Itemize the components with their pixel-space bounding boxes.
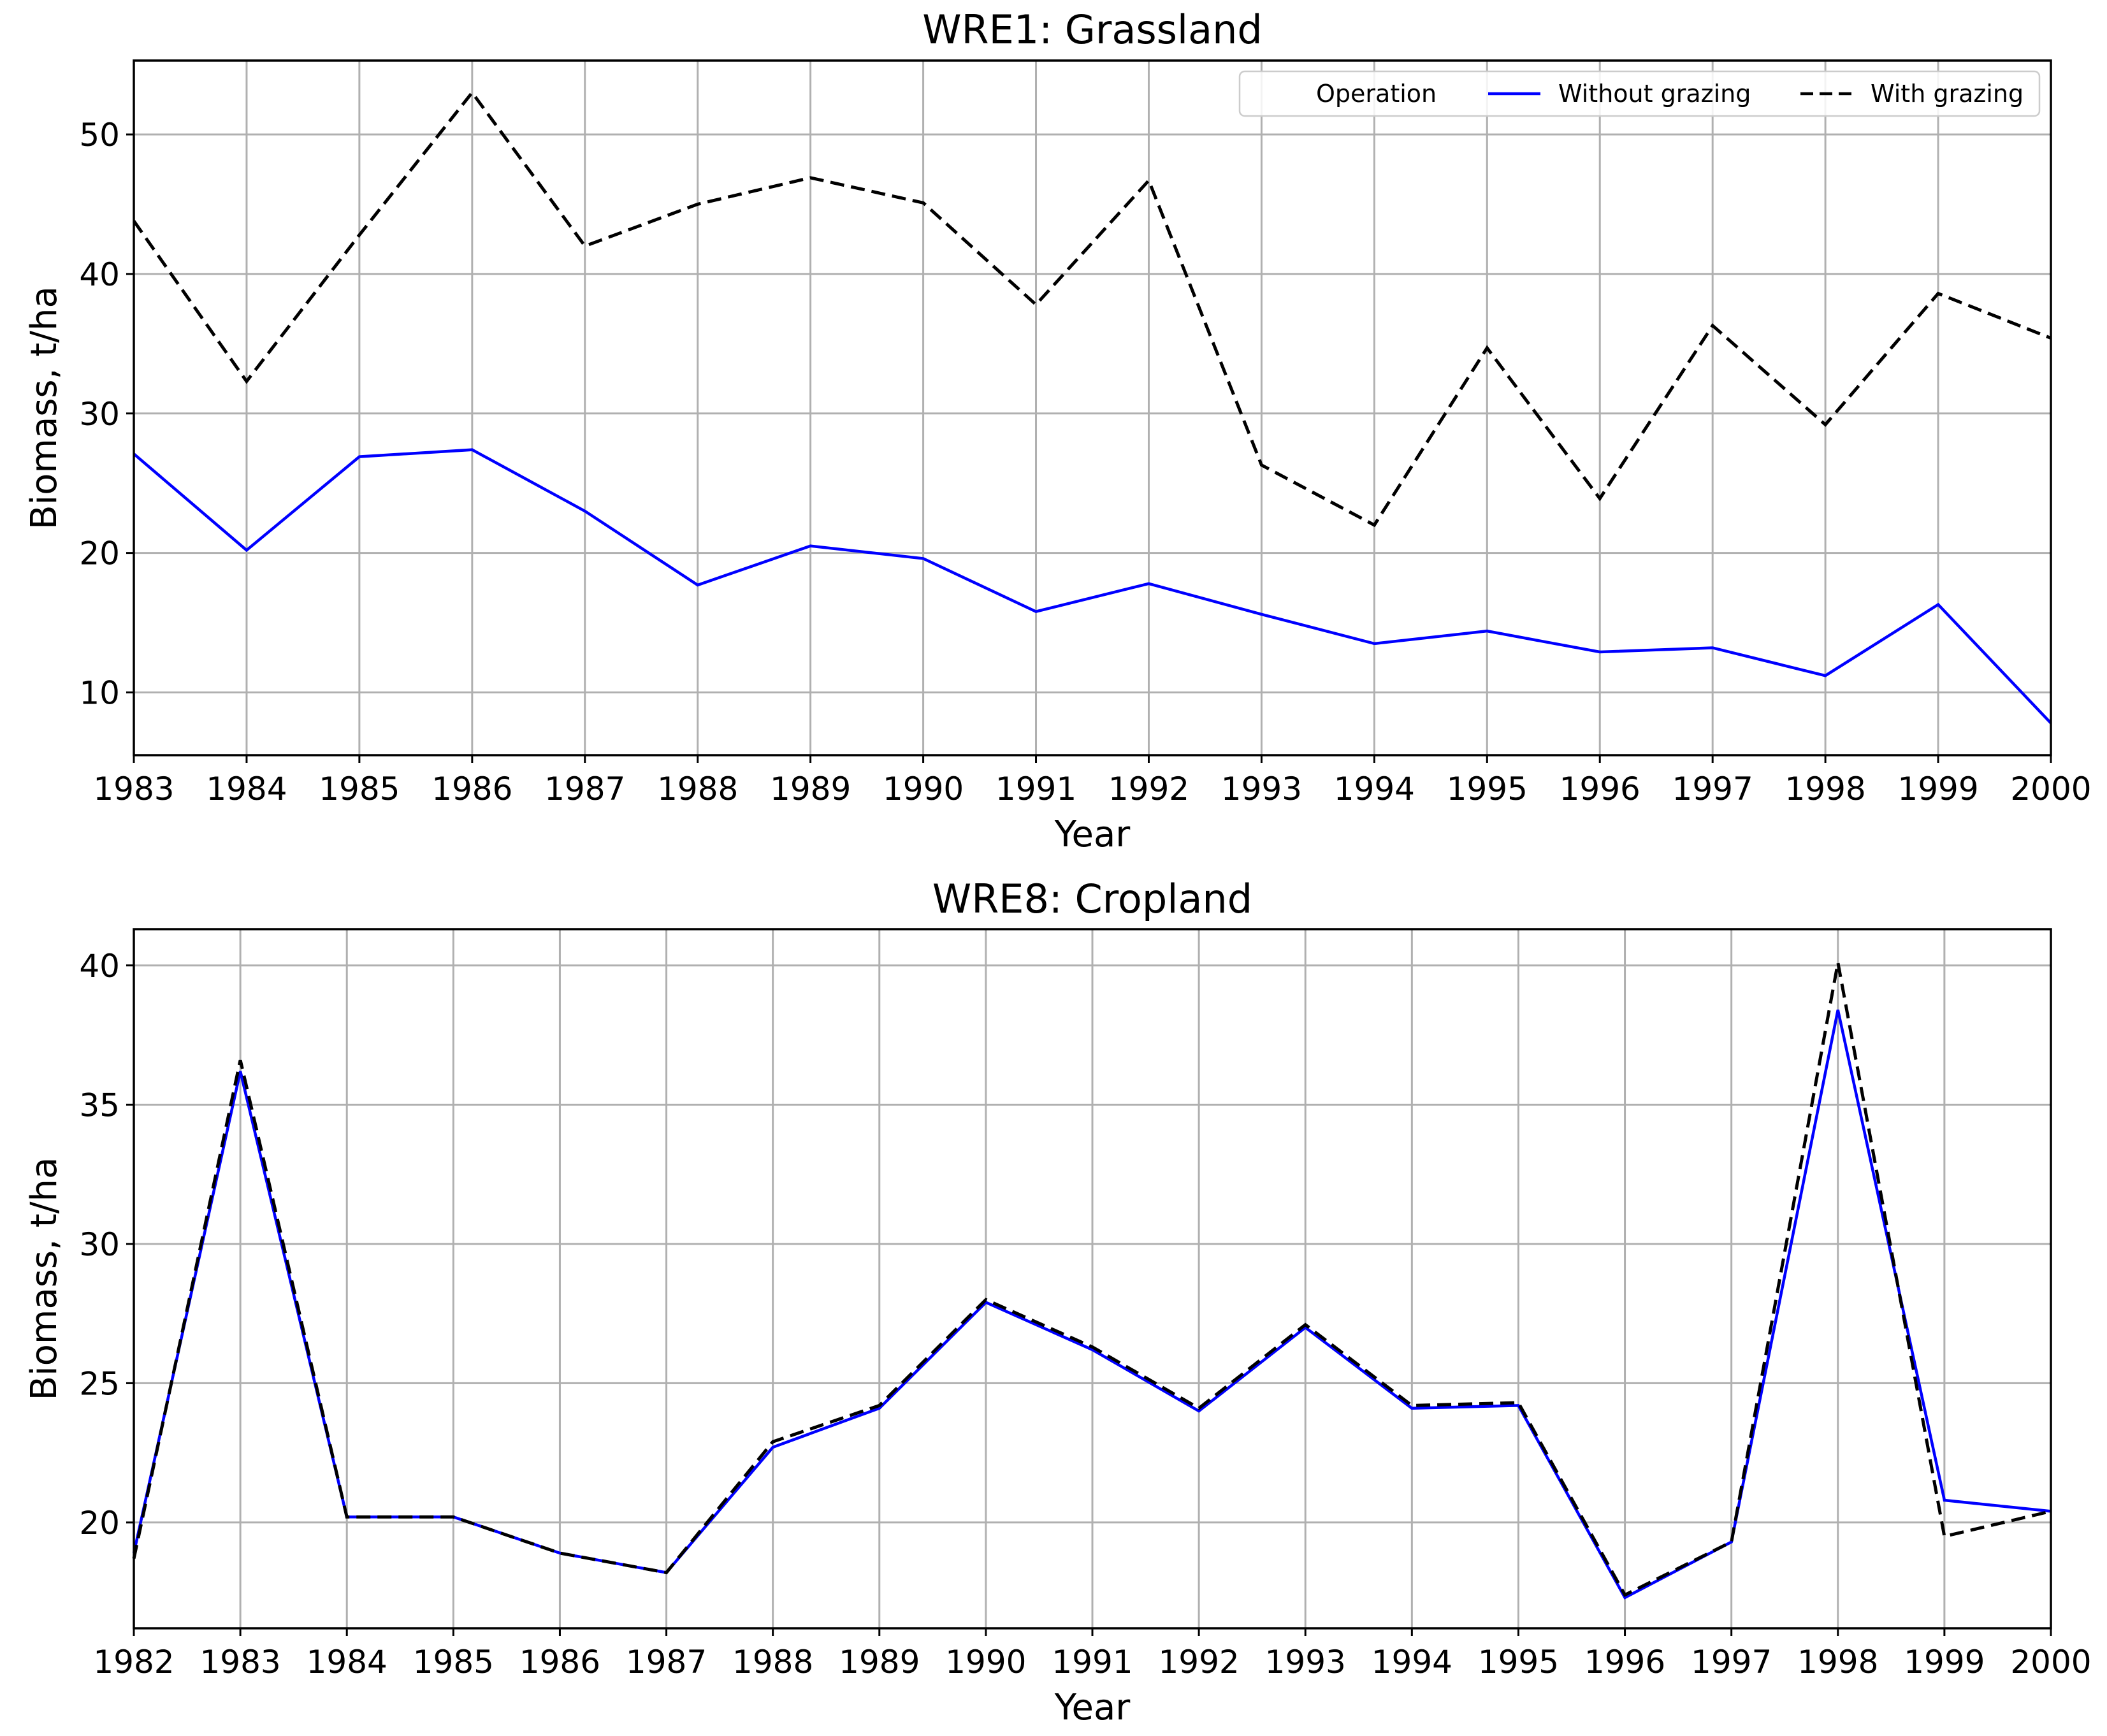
legend-label: Without grazing (1558, 80, 1751, 108)
x-tick-label: 1994 (1372, 1644, 1452, 1681)
x-tick-label: 1984 (307, 1644, 387, 1681)
x-tick-label: 1994 (1334, 770, 1415, 807)
y-tick-label: 10 (79, 675, 120, 712)
chart-title: WRE8: Cropland (932, 876, 1252, 922)
cropland-chart: 1982 1983 1984 1985 1986 1987 1988 1989 1990 1991… (24, 876, 2092, 1728)
series-line-with-grazing (132, 962, 2052, 1597)
x-tick-label: 1995 (1447, 770, 1528, 807)
y-tick-label: 35 (79, 1087, 120, 1124)
x-tick-label: 1990 (883, 770, 964, 807)
x-axis-label: Year (1054, 1687, 1131, 1728)
x-tick-label: 1996 (1560, 770, 1640, 807)
y-tick-label: 40 (79, 948, 120, 985)
y-tick-label: 20 (79, 1505, 120, 1542)
x-tick-label: 1986 (519, 1644, 600, 1681)
x-tick-label: 1998 (1797, 1644, 1878, 1681)
series-line-with-grazing (132, 90, 2052, 528)
y-tick-label: 30 (79, 1226, 120, 1263)
x-tick-label: 1987 (626, 1644, 707, 1681)
y-tick-label: 40 (79, 256, 120, 293)
legend: Operation Without grazing With grazing (1238, 70, 2041, 117)
x-tick-label: 1997 (1691, 1644, 1772, 1681)
chart-title: WRE1: Grassland (922, 6, 1263, 53)
x-tick-label: 1982 (93, 1644, 174, 1681)
y-axis-label: Biomass, t/ha (24, 286, 65, 530)
series-line-without-grazing (133, 448, 2052, 725)
x-tick-label: 1998 (1785, 770, 1865, 807)
x-tick-label: 1999 (1904, 1644, 1985, 1681)
x-tick-label: 1999 (1897, 770, 1978, 807)
legend-box (1238, 70, 2041, 117)
x-tick-label: 1989 (770, 770, 851, 807)
x-tick-label: 1990 (945, 1644, 1026, 1681)
x-tick-label: 2000 (2010, 1644, 2091, 1681)
x-axis-label: Year (1054, 814, 1131, 855)
x-tick-label: 1995 (1478, 1644, 1559, 1681)
x-tick-label: 1991 (996, 770, 1076, 807)
y-axis-label: Biomass, t/ha (24, 1157, 65, 1401)
x-tick-label: 1987 (544, 770, 625, 807)
x-tick-label: 1992 (1158, 1644, 1239, 1681)
x-tick-label: 1989 (839, 1644, 920, 1681)
x-tick-label: 1997 (1672, 770, 1753, 807)
y-tick-label: 20 (79, 535, 120, 572)
x-tick-label: 1991 (1052, 1644, 1133, 1681)
x-tick-label: 1985 (319, 770, 400, 807)
x-tick-label: 1996 (1584, 1644, 1665, 1681)
x-tick-label: 1993 (1221, 770, 1302, 807)
x-tick-label: 1993 (1265, 1644, 1346, 1681)
x-tick-label: 1986 (431, 770, 512, 807)
x-tick-label: 1988 (657, 770, 738, 807)
legend-label: With grazing (1871, 80, 2024, 108)
x-tick-label: 1988 (732, 1644, 813, 1681)
x-tick-label: 1985 (413, 1644, 494, 1681)
y-tick-label: 25 (79, 1365, 120, 1402)
x-tick-label: 1983 (93, 770, 174, 807)
x-tick-label: 1984 (206, 770, 287, 807)
y-tick-label: 50 (79, 117, 120, 154)
legend-label: Operation (1316, 80, 1437, 108)
y-tick-label: 30 (79, 396, 120, 433)
x-tick-label: 1992 (1108, 770, 1189, 807)
plot-frame (133, 59, 2052, 756)
x-tick-label: 2000 (2010, 770, 2091, 807)
x-tick-label: 1983 (199, 1644, 280, 1681)
grassland-chart: 1983 1984 1985 1986 1987 1988 1989 1990 1991 1992… (24, 6, 2092, 855)
